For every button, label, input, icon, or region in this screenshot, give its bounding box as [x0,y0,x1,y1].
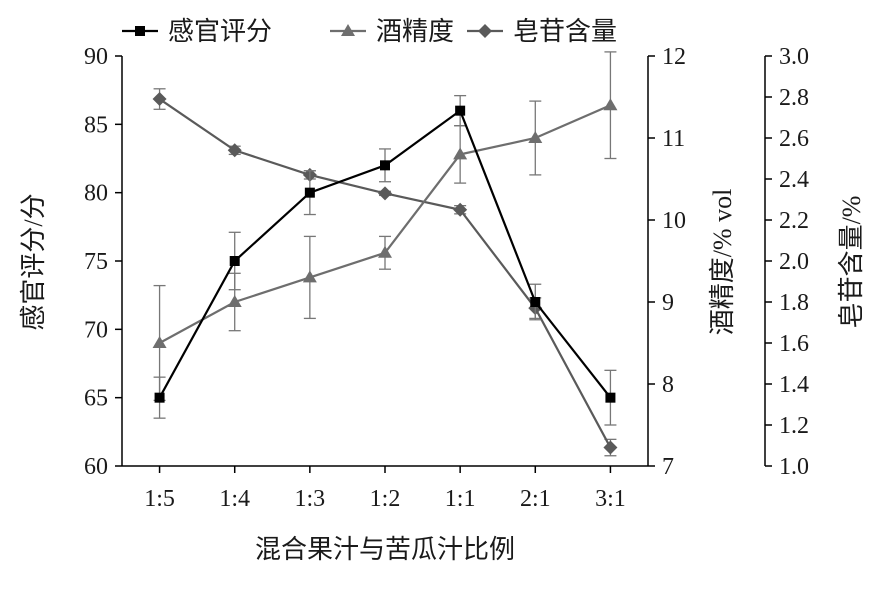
right2-y-tick-label: 2.2 [779,208,809,234]
right2-y-tick-label: 2.0 [779,249,809,275]
right2-y-tick-label: 1.2 [779,413,809,439]
series-square [153,94,617,426]
legend-label: 感官评分 [168,17,272,46]
left-y-tick-label: 70 [84,317,108,343]
right1-axis-title: 酒精度/% vol [708,189,737,336]
data-point [528,131,543,143]
data-point [227,295,242,307]
data-point [152,336,167,348]
series-triangle [152,51,618,402]
left-y-tick-label: 65 [84,386,108,412]
right2-y-tick-label: 2.4 [779,167,809,193]
data-point [154,392,165,403]
legend-marker [341,24,355,36]
series-diamond [152,88,618,457]
data-point [378,245,392,258]
data-point [603,98,618,111]
right1-y-tick-label: 8 [662,372,674,398]
data-point [378,186,392,201]
x-tick-label: 1:2 [370,486,401,512]
left-axis-title: 感官评分/分 [19,193,48,330]
left-y-tick-label: 85 [84,112,108,138]
right2-y-tick-label: 1.0 [779,454,809,480]
right2-y-tick-label: 3.0 [779,44,809,70]
data-point [304,187,315,198]
x-tick-label: 1:1 [445,486,476,512]
data-point [455,105,466,116]
left-y-tick-label: 75 [84,249,108,275]
x-tick-label: 1:5 [144,486,175,512]
right2-y-tick-label: 2.6 [779,126,809,152]
right1-y-tick-label: 11 [662,126,685,152]
legend: 感官评分 酒精度 皂苷含量 [122,17,617,46]
left-y-tick-label: 90 [84,44,108,70]
right2-y-tick-label: 1.8 [779,290,809,316]
legend-marker [135,26,145,36]
data-point [229,256,240,266]
data-point [152,92,167,107]
x-tick-label: 1:4 [219,486,250,512]
right2-y-tick-label: 1.4 [779,372,809,398]
data-point [605,392,616,403]
left-y-tick-label: 80 [84,181,108,207]
right2-y-tick-label: 1.6 [779,331,809,357]
right1-y-tick-label: 9 [662,290,674,316]
right1-y-tick-label: 10 [662,208,686,234]
data-point [603,440,618,455]
right1-y-tick-label: 7 [662,454,674,480]
legend-label: 酒精度 [376,17,454,46]
x-tick-label: 3:1 [595,486,626,512]
legend-label: 皂苷含量 [513,17,617,46]
right2-y-tick-label: 2.8 [779,85,809,111]
data-point [380,160,390,171]
left-y-tick-label: 60 [84,454,108,480]
x-tick-label: 2:1 [520,486,551,512]
right1-y-tick-label: 12 [662,44,686,70]
data-point [453,202,468,217]
x-tick-label: 1:3 [295,486,326,512]
x-axis-title: 混合果汁与苦瓜汁比例 [255,535,515,564]
data-point [453,147,468,160]
data-point [302,270,317,283]
data-point [227,143,242,158]
right2-axis-title: 皂苷含量/% [837,196,866,329]
data-point [530,297,541,307]
legend-marker [478,24,492,38]
series-line [159,104,611,344]
